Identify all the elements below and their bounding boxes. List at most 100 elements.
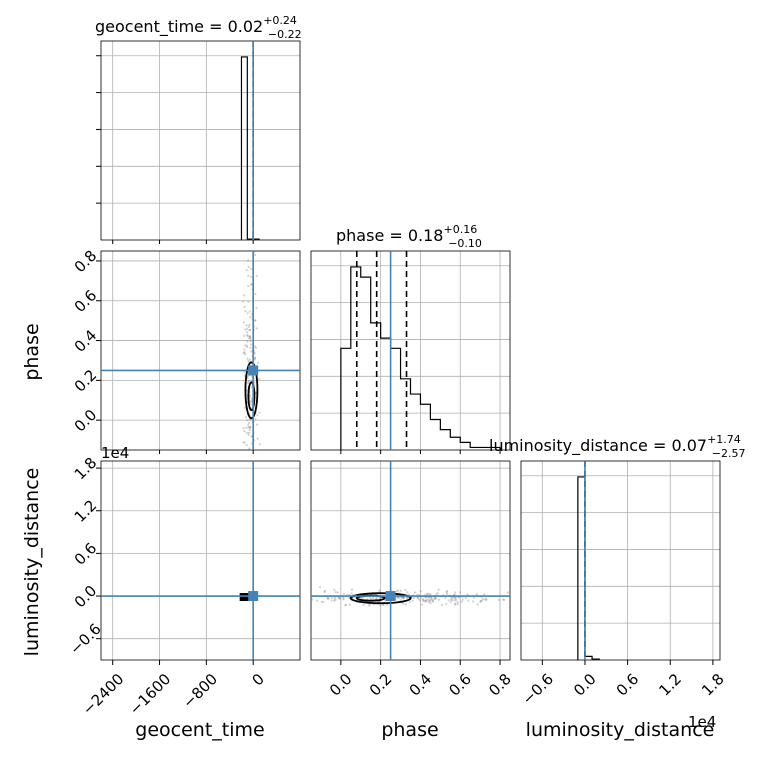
y-tick-label-phase: 0.0	[71, 406, 101, 436]
offset-text-ld-y: 1e4	[101, 444, 129, 462]
scatter-ld-phase-sample	[333, 599, 336, 602]
grids	[101, 41, 720, 660]
scatter-phase-geocent-sample	[247, 421, 251, 424]
x-tick-label-geocent_time: −1600	[126, 670, 175, 719]
scatter-ld-phase-sample	[361, 597, 364, 600]
scatter-ld-phase-sample	[342, 598, 345, 601]
scatter-ld-phase-sample	[368, 604, 371, 607]
scatter-phase-geocent-sample	[246, 376, 249, 380]
x-tick-label-geocent_time: −800	[179, 670, 221, 712]
scatter-ld-phase-sample	[368, 603, 371, 606]
panel-frame	[100, 250, 301, 451]
scatter-ld-phase-sample	[449, 600, 452, 603]
scatter-phase-geocent-sample	[244, 328, 247, 331]
scatter-ld-phase-sample	[429, 602, 432, 605]
scatter-ld-phase-sample	[432, 598, 435, 601]
scatter-ld-phase-sample	[338, 597, 341, 600]
scatter-ld-phase-sample	[437, 588, 440, 591]
scatter-phase-geocent-sample	[246, 312, 249, 315]
y-tick-label-phase: 0.6	[71, 286, 101, 316]
scatter-ld-phase-sample	[425, 593, 428, 596]
x-tick-label-phase: 0.4	[406, 670, 436, 700]
scatter-ld-phase-sample	[424, 600, 428, 603]
scatter-ld-phase-sample	[454, 602, 457, 605]
scatter-phase-geocent-sample	[249, 426, 252, 429]
offset-text-ld-x: 1e4	[688, 713, 716, 731]
scatter-ld-phase-sample	[433, 596, 436, 599]
scatter-phase-geocent-sample	[247, 359, 250, 362]
scatter-phase-geocent-sample	[248, 335, 251, 338]
scatter-phase-geocent-sample	[249, 337, 252, 340]
scatter-ld-phase-sample	[483, 598, 487, 601]
scatter-ld-phase-sample	[483, 593, 486, 596]
panel-frame	[100, 40, 301, 241]
scatter-phase-geocent-sample	[245, 419, 249, 422]
scatter-phase-geocent-sample	[248, 428, 251, 432]
scatter-ld-phase-sample	[338, 596, 341, 599]
scatter-phase-geocent-sample	[248, 431, 251, 434]
scatter-phase-geocent-sample	[243, 351, 246, 354]
scatter-ld-phase-sample	[413, 597, 416, 600]
title-geocent-time: geocent_time = 0.02+0.24 −0.22	[95, 14, 302, 41]
scatter-phase-geocent-sample	[246, 331, 249, 334]
scatter-ld-phase-sample	[476, 603, 479, 606]
scatter-ld-phase-sample	[402, 597, 405, 600]
scatter-ld-phase-sample	[445, 590, 448, 594]
scatter-phase-geocent-sample	[250, 435, 253, 438]
scatter-ld-phase-sample	[455, 598, 458, 601]
scatter-ld-phase-sample	[430, 597, 433, 600]
scatter-ld-phase-sample	[413, 591, 417, 594]
x-tick-label-luminosity_distance: −0.6	[519, 670, 557, 708]
scatter-ld-phase-sample	[475, 593, 479, 596]
scatter-ld-phase-sample	[342, 597, 345, 600]
panel-frame	[310, 460, 511, 661]
scatter-ld-phase-sample	[378, 589, 381, 592]
scatter-phase-geocent-sample	[254, 356, 257, 360]
scatter-ld-phase-sample	[434, 597, 437, 600]
scatter-phase-geocent-sample	[250, 267, 253, 271]
scatter-phase-geocent-sample	[254, 319, 257, 322]
scatter-ld-phase-sample	[395, 589, 399, 593]
scatter-phase-geocent-sample	[253, 358, 257, 361]
scatter-ld-phase-sample	[430, 598, 433, 601]
scatter-phase-geocent-sample	[253, 351, 256, 354]
scatter-ld-phase-sample	[330, 599, 333, 602]
scatter-phase-geocent-sample	[249, 425, 252, 428]
contour-phase-geocent-inner	[247, 381, 256, 412]
scatter-phase-geocent-sample	[250, 350, 253, 353]
scatter-ld-phase-sample	[425, 596, 428, 599]
scatter-ld-phase-sample	[416, 596, 420, 599]
scatter-ld-phase-sample	[435, 593, 438, 596]
scatter-ld-phase-sample	[322, 600, 325, 604]
scatter-phase-geocent-sample	[245, 327, 249, 330]
scatter-phase-geocent-sample	[254, 319, 257, 322]
scatter-ld-phase-sample	[404, 603, 408, 606]
ylabel-luminosity-distance: luminosity_distance	[21, 468, 43, 657]
xlabel-luminosity-distance: luminosity_distance	[526, 719, 715, 741]
x-tick-label-phase: 0.2	[366, 670, 396, 700]
scatter-ld-phase-sample	[397, 589, 400, 592]
x-tick-label-luminosity_distance: 1.2	[655, 670, 685, 700]
panel-ld-hist: luminosity_distance = 0.07+1.74 −2.57	[489, 433, 746, 460]
scatter-phase-geocent-sample	[249, 343, 252, 346]
scatter-phase-geocent-sample	[243, 334, 246, 337]
scatter-ld-phase-sample	[375, 597, 378, 601]
title-luminosity-distance: luminosity_distance = 0.07+1.74 −2.57	[489, 433, 746, 460]
scatter-ld-phase-sample	[318, 586, 322, 589]
scatter-phase-geocent-sample	[248, 310, 251, 313]
scatter-ld-phase-sample	[479, 599, 482, 603]
scatter-ld-phase-sample	[401, 596, 404, 599]
scatter-phase-geocent-sample	[242, 427, 245, 430]
scatter-phase-geocent-sample	[248, 447, 251, 450]
scatter-phase-geocent-sample	[253, 345, 256, 348]
scatter-ld-phase-sample	[426, 592, 429, 595]
scatter-phase-geocent-sample	[256, 414, 259, 417]
y-tick-label-luminosity_distance: 1.8	[71, 454, 101, 484]
scatter-phase-geocent-sample	[247, 448, 250, 452]
scatter-phase-geocent-sample	[245, 344, 248, 347]
scatter-ld-phase-sample	[337, 597, 340, 600]
y-tick-label-luminosity_distance: 1.2	[71, 496, 101, 526]
scatter-phase-geocent-sample	[242, 321, 245, 324]
scatter-phase-geocent-sample	[256, 361, 260, 364]
scatter-ld-phase-sample	[446, 590, 449, 593]
